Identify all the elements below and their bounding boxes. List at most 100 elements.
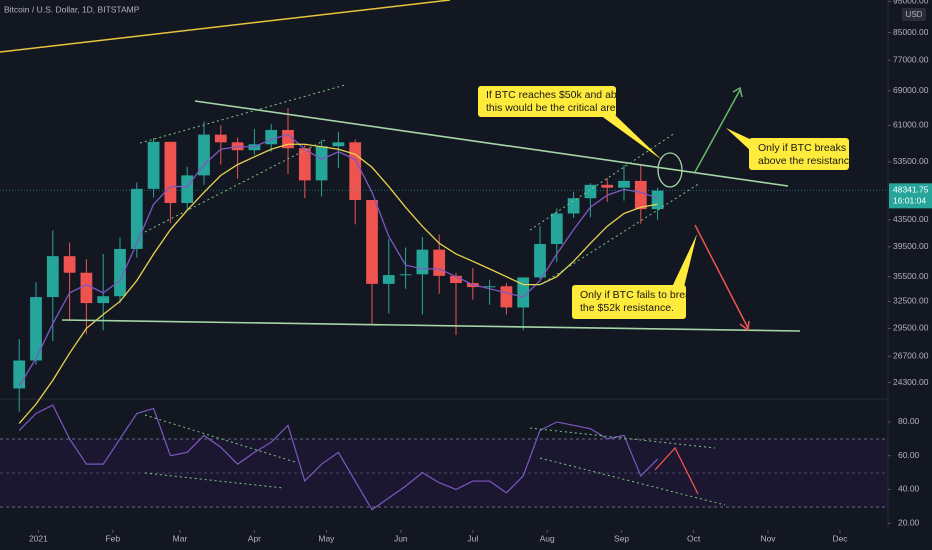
up-arrow-head xyxy=(732,86,743,98)
x-tick-label: Mar xyxy=(173,533,188,543)
note-line: Only if BTC breaks xyxy=(758,142,846,154)
candle-body xyxy=(349,142,362,200)
candle-body xyxy=(30,297,42,361)
candle-body xyxy=(13,360,26,389)
x-tick-label: 2021 xyxy=(29,533,48,543)
candle-body xyxy=(63,256,76,273)
candle-body xyxy=(567,198,580,214)
candle-body xyxy=(265,129,278,145)
candle-body xyxy=(80,272,93,304)
x-tick-label: Nov xyxy=(760,533,776,543)
last-price: 48341.75 xyxy=(893,185,929,195)
candle-body xyxy=(382,275,395,284)
trendline xyxy=(0,0,451,53)
y-tick-label: 39500.00 xyxy=(893,241,929,251)
candle-body xyxy=(500,286,513,308)
callout-pointer xyxy=(600,115,662,160)
candle-body xyxy=(282,129,294,149)
y-tick-label: 24300.00 xyxy=(893,377,929,387)
rsi-trend xyxy=(144,472,284,489)
x-tick-label: Feb xyxy=(105,533,120,543)
candle-body xyxy=(147,141,160,189)
note-line: If BTC reaches $50k and above xyxy=(486,89,634,101)
rsi-trend xyxy=(539,457,726,506)
channel xyxy=(144,139,326,233)
channel xyxy=(529,132,676,231)
y-tick-label: 20.00 xyxy=(898,517,920,527)
y-tick-label: 80.00 xyxy=(898,416,920,426)
x-tick-label: Jul xyxy=(467,533,478,543)
candle-body xyxy=(366,199,378,284)
candle-body xyxy=(550,213,563,244)
last-price-box xyxy=(889,183,932,209)
channel xyxy=(539,182,701,286)
up-arrow xyxy=(694,89,741,173)
resistance xyxy=(194,100,789,187)
moving-average xyxy=(18,143,658,424)
candle-body xyxy=(214,134,227,143)
y-tick-label: 43500.00 xyxy=(893,214,929,224)
y-tick-label: 26700.00 xyxy=(893,351,929,361)
callout-box xyxy=(478,86,616,117)
y-tick-label: 29500.00 xyxy=(893,323,929,333)
y-tick-label: 35500.00 xyxy=(893,271,929,281)
x-tick-label: May xyxy=(318,533,335,543)
candle-body xyxy=(651,190,664,210)
candle-body xyxy=(298,148,311,181)
callout-box xyxy=(749,138,849,170)
candle-body xyxy=(618,180,630,188)
x-tick-label: Jun xyxy=(394,533,408,543)
y-tick-label: 61000.00 xyxy=(893,120,929,130)
y-tick-label: 85000.00 xyxy=(893,27,929,37)
y-tick-label: 40.00 xyxy=(898,484,920,494)
y-tick-label: 77000.00 xyxy=(893,54,929,64)
drawings xyxy=(0,0,849,506)
candle-body xyxy=(198,134,210,176)
channel xyxy=(139,84,346,144)
callout-pointer xyxy=(726,128,752,152)
candle-body xyxy=(433,249,446,276)
currency: USD xyxy=(906,10,923,19)
callout-pointer xyxy=(672,234,697,287)
down-arrow-head xyxy=(739,320,750,332)
rsi-arrow xyxy=(654,446,699,495)
x-tick-label: Dec xyxy=(832,533,848,543)
candle-body xyxy=(164,141,177,204)
note-line: Only if BTC fails to break xyxy=(580,289,697,301)
candle-body xyxy=(601,184,614,188)
rsi-line xyxy=(18,404,659,511)
down-arrow xyxy=(694,224,749,329)
note-line: the $52k resistance. xyxy=(580,302,674,314)
candle-body xyxy=(634,180,647,210)
candle-body xyxy=(483,286,496,288)
currency-box xyxy=(902,8,926,21)
candle-body xyxy=(450,275,462,284)
y-tick-label: 95000.00 xyxy=(893,0,929,6)
candle-body xyxy=(130,188,143,249)
candle-body xyxy=(315,146,328,181)
x-tick-label: Apr xyxy=(248,533,261,543)
x-tick-label: Oct xyxy=(687,533,701,543)
rsi-trend xyxy=(529,427,716,449)
candle-body xyxy=(517,277,530,308)
chart-title: Bitcoin / U.S. Dollar, 1D, BITSTAMP xyxy=(4,4,140,14)
critical-circle xyxy=(657,152,683,188)
rsi-trend xyxy=(144,414,296,463)
candle-body xyxy=(534,243,546,278)
candle-body xyxy=(114,248,126,297)
x-tick-label: Aug xyxy=(540,533,555,543)
y-tick-label: 32500.00 xyxy=(893,296,929,306)
note-line: above the resistance. xyxy=(758,155,858,167)
candle-body xyxy=(181,175,194,204)
candle-body xyxy=(97,296,110,304)
candle-body xyxy=(399,274,412,276)
candle-body xyxy=(584,184,597,199)
candle-body xyxy=(46,256,59,298)
candle-body xyxy=(332,142,345,147)
callout-box xyxy=(572,285,686,319)
y-tick-label: 69000.00 xyxy=(893,85,929,95)
candle-body xyxy=(416,249,429,275)
y-tick-label: 53500.00 xyxy=(893,156,929,166)
moving-average xyxy=(18,133,658,387)
